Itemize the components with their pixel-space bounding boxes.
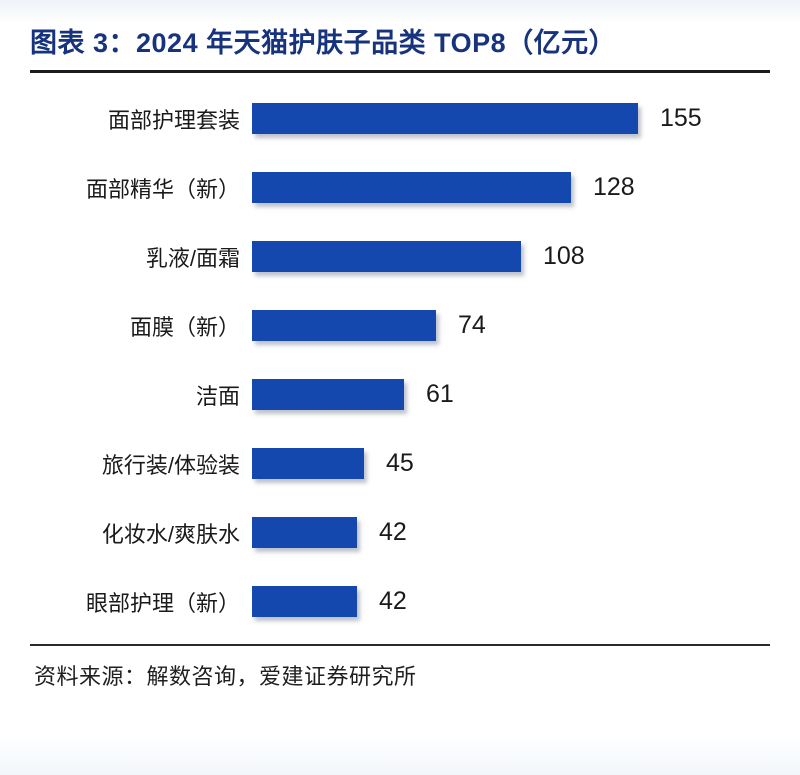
value-label: 108	[543, 242, 585, 271]
source-note: 资料来源：解数咨询，爱建证券研究所	[34, 664, 417, 690]
footer-divider	[30, 644, 770, 647]
bar-chart: 面部护理套装 155 面部精华（新） 128 乳液/面霜 108 面膜（新） 74 洁面 61 旅行…	[30, 84, 770, 636]
bar-row: 眼部护理（新） 42	[30, 567, 770, 636]
value-label: 128	[593, 173, 635, 202]
bar	[252, 310, 436, 342]
value-label: 42	[379, 518, 407, 547]
bar	[252, 448, 364, 480]
value-label: 74	[458, 311, 486, 340]
bar-row: 旅行装/体验装 45	[30, 429, 770, 498]
bar-row: 乳液/面霜 108	[30, 222, 770, 291]
bar-row: 面部护理套装 155	[30, 84, 770, 153]
chart-title: 图表 3：2024 年天猫护肤子品类 TOP8（亿元）	[30, 28, 617, 58]
value-label: 45	[386, 449, 414, 478]
bar-row: 面部精华（新） 128	[30, 153, 770, 222]
bar	[252, 586, 357, 618]
bar	[252, 103, 638, 135]
category-label: 乳液/面霜	[145, 245, 240, 271]
bar	[252, 379, 404, 411]
category-label: 旅行装/体验装	[101, 452, 240, 478]
category-label: 面部护理套装	[107, 107, 240, 133]
category-label: 面部精华（新）	[85, 176, 240, 202]
value-label: 61	[426, 380, 454, 409]
value-label: 42	[379, 587, 407, 616]
bar-row: 洁面 61	[30, 360, 770, 429]
bar-row: 面膜（新） 74	[30, 291, 770, 360]
category-label: 面膜（新）	[129, 314, 240, 340]
bar-row: 化妆水/爽肤水 42	[30, 498, 770, 567]
category-label: 眼部护理（新）	[85, 590, 240, 616]
value-label: 155	[660, 104, 702, 133]
title-divider	[30, 70, 770, 74]
bar	[252, 241, 521, 273]
bar	[252, 172, 571, 204]
category-label: 化妆水/爽肤水	[101, 521, 240, 547]
bar	[252, 517, 357, 549]
category-label: 洁面	[195, 383, 240, 409]
